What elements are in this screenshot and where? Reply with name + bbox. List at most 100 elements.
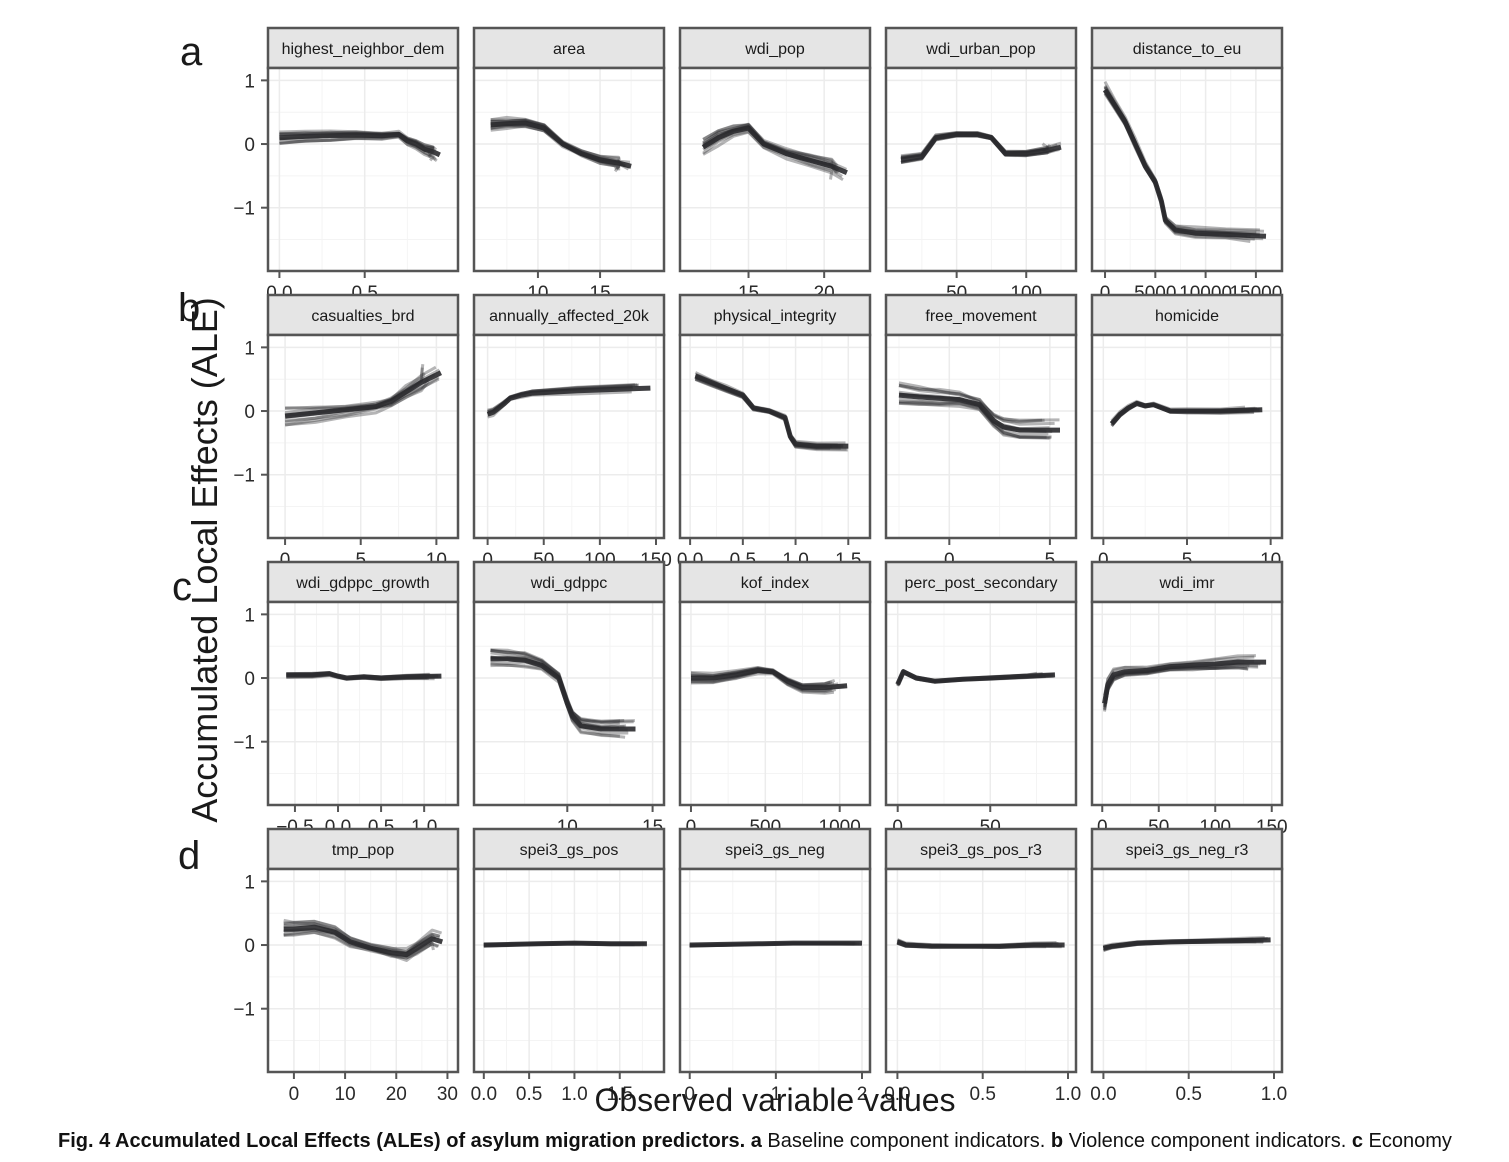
- panel-title: distance_to_eu: [1133, 41, 1242, 58]
- ale-series-line: [285, 364, 425, 410]
- panel-title: annually_affected_20k: [489, 308, 650, 325]
- ale-mean-line: [286, 671, 442, 681]
- panel-title: free_movement: [925, 308, 1037, 325]
- panel-title: wdi_imr: [1158, 575, 1215, 592]
- x-tick-label: 0: [482, 550, 493, 571]
- ale-series-line: [283, 921, 441, 953]
- y-tick-label: −1: [233, 466, 255, 487]
- panel-strip: [678, 827, 872, 871]
- panel-title: spei3_gs_pos_r3: [920, 842, 1042, 859]
- panel-title: spei3_gs_pos: [520, 842, 619, 859]
- panel-strip: [884, 560, 1078, 604]
- ale-mean-line: [1102, 937, 1271, 951]
- ale-mean-line: [284, 370, 442, 419]
- panel-frame: [884, 600, 1078, 807]
- panel-frame: [678, 600, 872, 807]
- panel-title: wdi_urban_pop: [925, 41, 1036, 58]
- row-label-a: a: [180, 30, 203, 74]
- ale-series-line: [898, 384, 1055, 426]
- panel-title: wdi_gdppc: [530, 575, 608, 592]
- panel-title: homicide: [1155, 308, 1219, 325]
- row-label-c: c: [172, 565, 192, 609]
- panel-background: [268, 869, 458, 1072]
- ale-series-line: [284, 380, 430, 427]
- ale-mean-line: [900, 132, 1062, 163]
- x-tick-label: 0: [1100, 283, 1111, 304]
- x-tick-label: 0.0: [884, 1084, 910, 1105]
- panel-strip: [472, 827, 666, 871]
- ale-mean-line: [895, 669, 1056, 686]
- x-tick-label: 0: [1098, 550, 1109, 571]
- figure-caption: Fig. 4 Accumulated Local Effects (ALEs) …: [58, 1130, 1452, 1153]
- x-tick-label: 0: [892, 817, 903, 838]
- ale-series-line: [283, 919, 441, 954]
- x-tick-label: 1.0: [561, 1084, 587, 1105]
- panel-frame: [472, 66, 666, 273]
- panel-title: tmp_pop: [332, 842, 394, 859]
- panel-strip: [266, 26, 460, 70]
- panel-background: [680, 869, 870, 1072]
- ale-mean-line: [691, 667, 848, 691]
- panel-frame: [884, 66, 1078, 273]
- x-tick-label: 0.5: [1175, 1084, 1201, 1105]
- y-tick-label: 0: [244, 135, 255, 156]
- ale-series-line: [279, 129, 438, 151]
- caption-part: Fig. 4 Accumulated Local Effects (ALEs) …: [58, 1130, 762, 1152]
- ale-mean-line: [283, 924, 444, 958]
- panel-frame: [266, 66, 460, 273]
- x-tick-label: 5: [1045, 550, 1056, 571]
- x-tick-label: 0: [944, 550, 955, 571]
- ale-mean-line: [490, 656, 636, 732]
- panel-title: perc_post_secondary: [905, 575, 1058, 592]
- ale-mean-line: [1102, 659, 1267, 704]
- panel-background: [886, 869, 1076, 1072]
- panel-strip: [472, 293, 666, 337]
- panel-background: [680, 602, 870, 805]
- panel-frame: [884, 333, 1078, 540]
- panel-title: wdi_pop: [744, 41, 805, 58]
- ale-series-line: [898, 381, 1060, 422]
- x-tick-label: 0.0: [471, 1084, 497, 1105]
- panel-strip: [472, 26, 666, 70]
- x-tick-label: 0: [280, 550, 291, 571]
- panel-strip: [1090, 560, 1284, 604]
- panel-strip: [472, 560, 666, 604]
- caption-part: Baseline component indicators.: [761, 1130, 1051, 1152]
- panel-title: wdi_gdppc_growth: [295, 575, 429, 592]
- ale-mean-line: [689, 940, 862, 948]
- ale-mean-line: [896, 939, 1065, 949]
- x-tick-label: 0: [686, 817, 697, 838]
- ale-mean-line: [701, 125, 848, 176]
- panel-frame: [1090, 66, 1284, 273]
- panel-frame: [266, 333, 460, 540]
- panel-frame: [678, 66, 872, 273]
- x-tick-label: 5: [355, 550, 366, 571]
- x-tick-label: 0.0: [1090, 1084, 1116, 1105]
- panel-strip: [266, 560, 460, 604]
- panel-title: spei3_gs_neg_r3: [1126, 842, 1249, 859]
- panel-frame: [884, 867, 1078, 1074]
- ale-series-line: [898, 401, 1050, 440]
- y-axis-label: Accumulated Local Effects (ALE): [184, 297, 225, 823]
- panel-frame: [1090, 867, 1284, 1074]
- panel-frame: [472, 600, 666, 807]
- y-tick-label: −1: [233, 199, 255, 220]
- y-tick-label: 1: [244, 872, 255, 893]
- ale-series-line: [702, 130, 834, 180]
- panel-title: physical_integrity: [714, 308, 837, 325]
- ale-series-line: [1103, 654, 1256, 696]
- panel-strip: [884, 26, 1078, 70]
- ale-mean-line: [1109, 400, 1263, 426]
- ale-series-line: [1103, 666, 1249, 712]
- caption-part: b: [1050, 1130, 1064, 1152]
- caption-part: Violence component indicators.: [1063, 1130, 1352, 1152]
- y-tick-label: 0: [244, 402, 255, 423]
- ale-series-line: [898, 383, 1043, 423]
- ale-mean-line: [483, 940, 647, 948]
- panel-frame: [266, 600, 460, 807]
- y-tick-label: 0: [244, 669, 255, 690]
- x-tick-label: 10: [335, 1084, 356, 1105]
- panel-frame: [678, 333, 872, 540]
- ale-series-line: [285, 365, 437, 410]
